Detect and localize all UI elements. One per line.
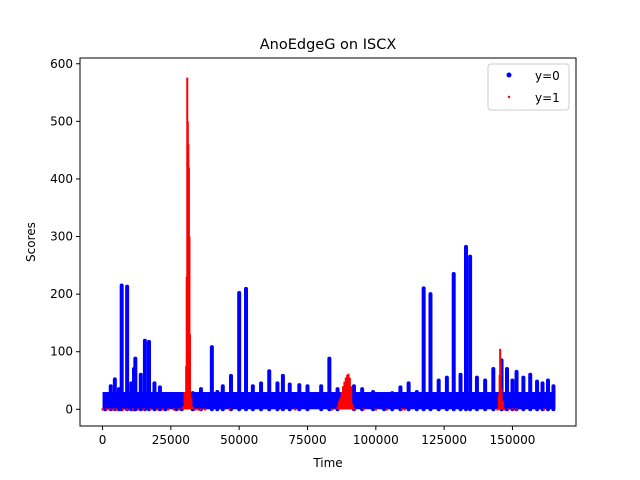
y-axis: 0 100 200 300 400 500 600 bbox=[50, 57, 80, 416]
y1-point bbox=[197, 408, 200, 411]
legend-marker-y0 bbox=[506, 72, 512, 78]
y1-point bbox=[112, 408, 115, 411]
y1-point bbox=[167, 408, 170, 411]
y1-point bbox=[149, 408, 152, 411]
legend-marker-y1 bbox=[507, 95, 511, 99]
y1-point bbox=[542, 408, 546, 411]
x-axis: 0 25000 50000 75000 100000 125000 150000 bbox=[99, 426, 536, 447]
y1-point bbox=[362, 408, 365, 411]
x-axis-label: Time bbox=[312, 456, 342, 470]
y1-point bbox=[131, 408, 134, 411]
y1-point bbox=[496, 408, 499, 411]
plot-frame bbox=[79, 57, 577, 427]
y1-point bbox=[228, 408, 231, 411]
y1-point bbox=[108, 408, 111, 411]
y1-point bbox=[156, 408, 159, 411]
chart-title: AnoEdgeG on ISCX bbox=[260, 37, 397, 53]
y1-point bbox=[503, 408, 506, 411]
y1-point bbox=[204, 408, 207, 411]
legend: y=0 y=1 bbox=[487, 63, 570, 111]
y1-point bbox=[137, 408, 140, 411]
y1-point bbox=[178, 408, 181, 411]
y-tick-label: 500 bbox=[50, 114, 73, 128]
y1-point bbox=[161, 408, 164, 411]
x-tick-label: 150000 bbox=[490, 433, 536, 447]
y1-point bbox=[385, 408, 388, 411]
y1-point bbox=[331, 408, 334, 411]
y1-point bbox=[142, 408, 145, 411]
x-tick-label: 125000 bbox=[421, 433, 467, 447]
y-tick-label: 100 bbox=[50, 345, 73, 359]
y-tick-label: 600 bbox=[50, 57, 73, 71]
plot-area bbox=[101, 77, 556, 412]
y-axis-label: Scores bbox=[24, 222, 38, 262]
y1-point bbox=[199, 408, 203, 411]
y1-point bbox=[105, 408, 108, 411]
y-tick-label: 400 bbox=[50, 172, 73, 186]
y1-point bbox=[122, 408, 125, 411]
x-tick-label: 25000 bbox=[152, 433, 190, 447]
y-tick-label: 200 bbox=[50, 287, 73, 301]
y1-point bbox=[507, 408, 510, 411]
y1-point bbox=[403, 408, 406, 411]
y1-point bbox=[172, 408, 175, 411]
y-tick-label: 300 bbox=[50, 230, 73, 244]
y1-point bbox=[194, 408, 197, 411]
legend-label-y1: y=1 bbox=[535, 91, 560, 105]
x-tick-label: 50000 bbox=[220, 433, 258, 447]
y1-point bbox=[511, 408, 514, 411]
y1-point bbox=[400, 408, 403, 411]
y1-point bbox=[101, 408, 104, 411]
y-tick-label: 0 bbox=[65, 402, 73, 416]
y1-point bbox=[515, 408, 518, 411]
y1-point bbox=[115, 408, 118, 411]
x-tick-label: 75000 bbox=[288, 433, 326, 447]
y1-point bbox=[126, 408, 129, 411]
x-tick-label: 100000 bbox=[353, 433, 399, 447]
legend-label-y0: y=0 bbox=[535, 69, 560, 83]
x-tick-label: 0 bbox=[99, 433, 107, 447]
y1-point bbox=[294, 408, 297, 411]
y1-point bbox=[352, 408, 356, 411]
series-y1 bbox=[101, 77, 546, 411]
y1-point bbox=[374, 408, 378, 411]
